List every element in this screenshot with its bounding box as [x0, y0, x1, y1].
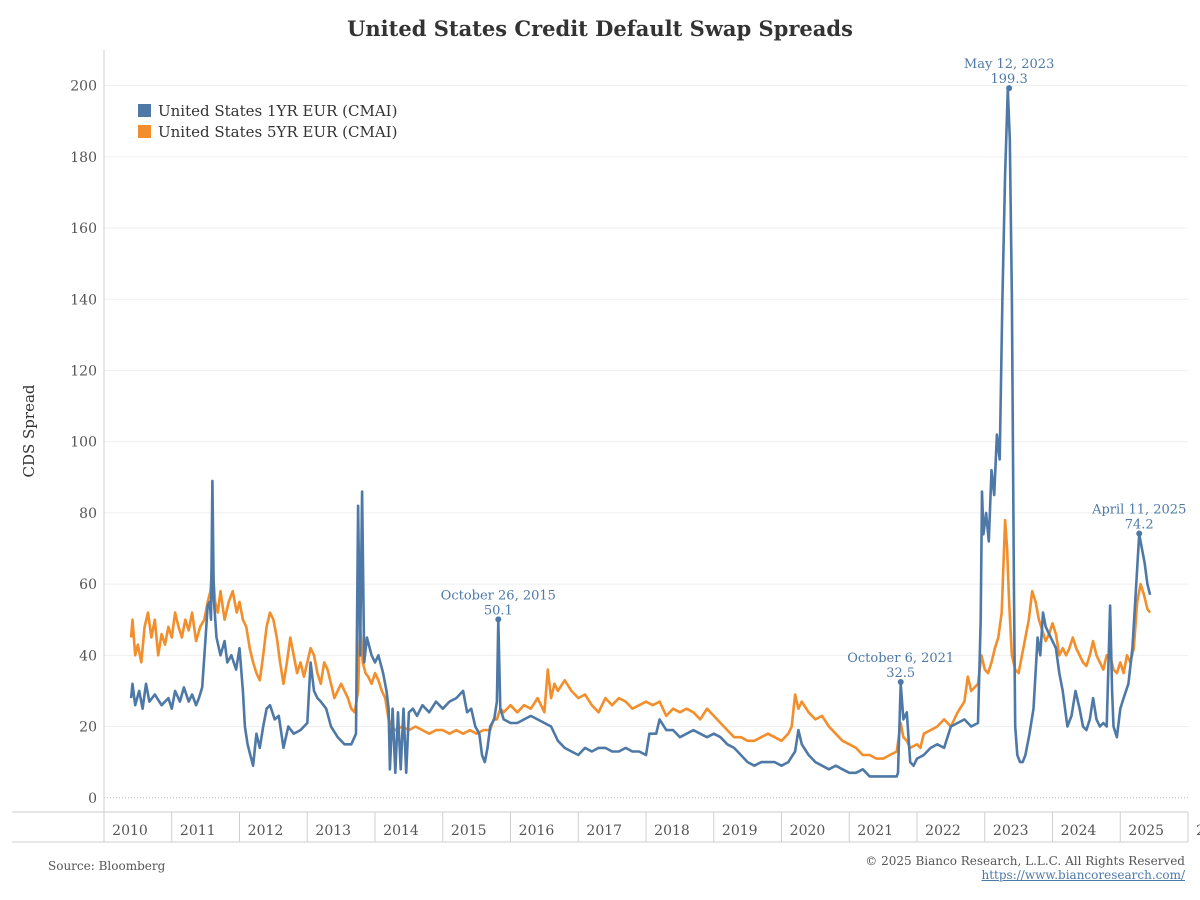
y-tick-label: 80: [79, 506, 97, 522]
annotation-value: 50.1: [484, 603, 513, 618]
x-tick-label: 2021: [857, 823, 893, 839]
x-tick-label: 2022: [925, 823, 961, 839]
annotation-value: 74.2: [1125, 518, 1154, 533]
x-tick-label: 2018: [654, 823, 690, 839]
x-tick-label: 2013: [315, 823, 351, 839]
y-tick-label: 140: [70, 292, 97, 308]
x-tick-label: 2026: [1196, 823, 1200, 839]
x-tick-label: 2019: [722, 823, 758, 839]
y-tick-label: 180: [70, 150, 97, 166]
x-axis-ticks: 2010 2011 2012 2013 2014 2015 2016 2017 2018 2019…: [103, 812, 1200, 842]
y-tick-label: 0: [88, 791, 97, 807]
legend: United States 1YR EUR (CMAI) United Stat…: [138, 102, 397, 141]
x-tick-label: 2023: [993, 823, 1029, 839]
y-tick-label: 20: [79, 720, 97, 736]
x-tick-label: 2014: [383, 823, 419, 839]
annotation-date: October 6, 2021: [847, 651, 954, 666]
x-tick-label: 2024: [1061, 823, 1097, 839]
x-tick-label: 2015: [451, 823, 487, 839]
annotation-date: April 11, 2025: [1091, 503, 1186, 518]
series-line-1yr: [129, 87, 1152, 778]
y-tick-label: 120: [70, 363, 97, 379]
gridlines: [104, 85, 1188, 799]
x-tick-label: 2017: [586, 823, 622, 839]
y-axis-ticks: 0 20 40 60 80 100 120 140 160 180 200: [70, 79, 97, 807]
series-line-5yr: [129, 518, 1152, 760]
source-note: Source: Bloomberg: [48, 859, 166, 873]
x-tick-label: 2011: [180, 823, 216, 839]
y-tick-label: 40: [79, 648, 97, 664]
y-tick-label: 200: [70, 79, 97, 95]
series-lines: [129, 87, 1152, 778]
website-link[interactable]: https://www.biancoresearch.com/: [981, 868, 1185, 882]
annotation-value: 32.5: [886, 666, 915, 681]
legend-label-1yr: United States 1YR EUR (CMAI): [158, 102, 397, 120]
annotation-date: May 12, 2023: [964, 57, 1054, 72]
y-axis-label: CDS Spread: [20, 384, 38, 477]
y-tick-label: 60: [79, 577, 97, 593]
copyright-text: © 2025 Bianco Research, L.L.C. All Right…: [865, 854, 1185, 868]
annotation-value: 199.3: [991, 72, 1028, 87]
x-tick-label: 2010: [112, 823, 148, 839]
copyright-block: © 2025 Bianco Research, L.L.C. All Right…: [865, 854, 1185, 882]
y-tick-label: 100: [70, 435, 97, 451]
legend-swatch-5yr: [138, 125, 151, 138]
x-tick-label: 2012: [248, 823, 284, 839]
annotation-marker: [495, 616, 502, 623]
legend-swatch-1yr: [138, 104, 151, 117]
y-tick-label: 160: [70, 221, 97, 237]
x-tick-label: 2016: [519, 823, 555, 839]
legend-label-5yr: United States 5YR EUR (CMAI): [158, 123, 397, 141]
x-tick-label: 2020: [790, 823, 826, 839]
chart-title: United States Credit Default Swap Spread…: [347, 16, 853, 41]
annotation-date: October 26, 2015: [441, 588, 556, 603]
x-tick-label: 2025: [1128, 823, 1164, 839]
annotation-marker: [1136, 530, 1143, 537]
annotation-marker: [1006, 85, 1013, 92]
annotation-marker: [897, 679, 904, 686]
axes: [12, 50, 1188, 843]
